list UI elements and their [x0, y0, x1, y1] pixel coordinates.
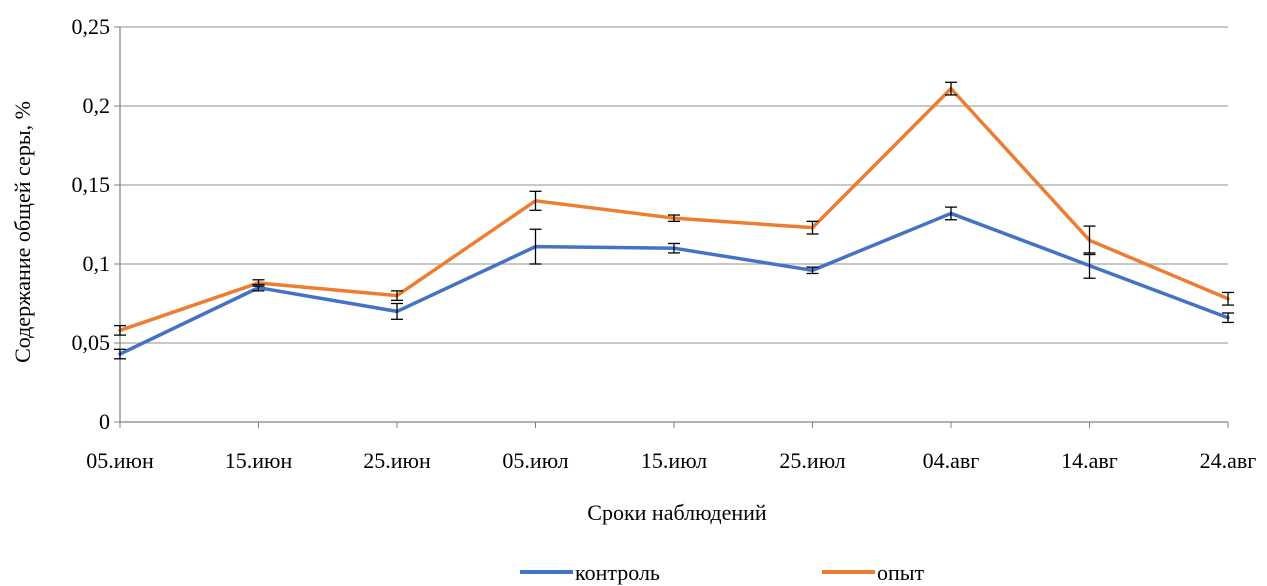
x-tick-label: 04.авг — [923, 448, 980, 473]
error-bars — [114, 81, 1234, 360]
error-bar — [1222, 312, 1234, 324]
error-bar — [806, 220, 819, 235]
error-bar — [668, 242, 680, 254]
y-tick-label: 0,25 — [72, 14, 111, 39]
error-bar — [391, 302, 403, 320]
axes — [114, 26, 1229, 428]
error-bar — [945, 81, 957, 96]
error-bar — [945, 206, 957, 221]
legend-item-experiment: опыт — [822, 560, 925, 585]
x-tick-label: 05.июл — [502, 448, 568, 473]
x-tick-label: 14.авг — [1061, 448, 1118, 473]
legend-label-control: контроль — [575, 560, 660, 585]
x-tick-label: 25.июн — [363, 448, 431, 473]
y-tick-label: 0,15 — [72, 172, 111, 197]
error-bar — [529, 190, 542, 211]
error-bar — [252, 279, 265, 287]
legend-label-experiment: опыт — [877, 560, 925, 585]
error-bar — [391, 290, 403, 301]
y-tick-label: 0,1 — [83, 251, 111, 276]
error-bar — [806, 266, 819, 275]
x-axis-title: Сроки наблюдений — [587, 500, 767, 525]
x-tick-label: 25.июл — [779, 448, 845, 473]
x-tick-labels: 05.июн 15.июн 25.июн 05.июл 15.июл 25.июл 04.а… — [86, 448, 1256, 473]
error-bar — [114, 324, 126, 336]
x-tick-label: 15.июл — [641, 448, 707, 473]
error-bar — [668, 214, 680, 222]
y-tick-labels: 0 0,05 0,1 0,15 0,2 0,25 — [72, 14, 111, 434]
gridlines — [120, 26, 1228, 344]
error-bar — [1222, 291, 1234, 306]
x-tick-label: 15.июн — [225, 448, 293, 473]
y-tick-label: 0,2 — [83, 93, 111, 118]
error-bar — [529, 228, 542, 265]
y-tick-label: 0,05 — [72, 330, 111, 355]
x-tick-label: 05.июн — [86, 448, 154, 473]
error-bar — [114, 348, 126, 360]
legend: контроль опыт — [520, 560, 925, 585]
y-tick-label: 0 — [99, 409, 110, 434]
legend-item-control: контроль — [520, 560, 660, 585]
y-axis-title: Содержание общей серы, % — [10, 101, 35, 363]
x-tick-label: 24.авг — [1200, 448, 1257, 473]
error-bar — [1083, 225, 1096, 256]
